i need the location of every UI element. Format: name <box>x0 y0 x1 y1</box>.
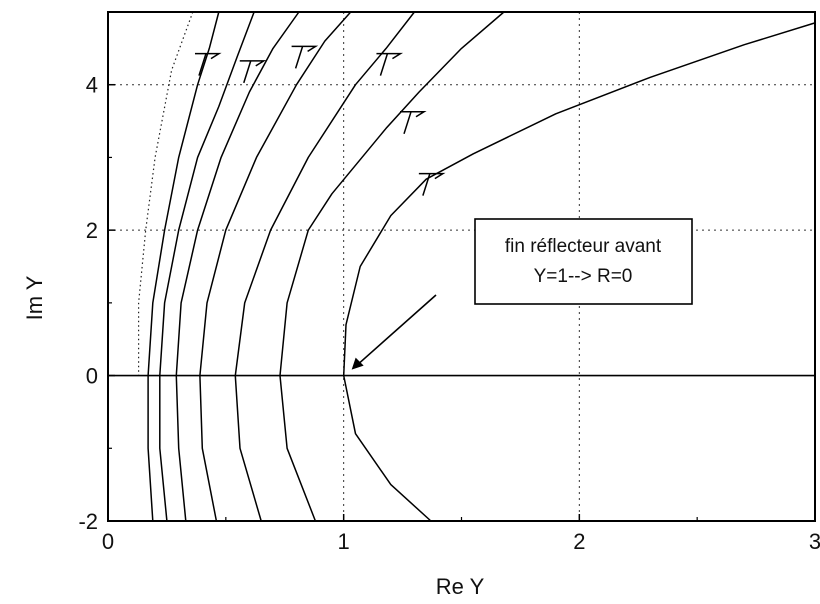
series-line-1 <box>147 11 220 522</box>
direction-marker-4 <box>376 52 404 76</box>
direction-arrow-icon <box>418 172 446 196</box>
y-tick-labels: -2 0 2 4 <box>78 73 98 534</box>
x-tick-labels: 0 1 2 3 <box>102 529 820 554</box>
series-line-3 <box>175 11 300 522</box>
annotation-arrowhead <box>351 357 364 370</box>
series-line-7 <box>342 22 816 522</box>
y-tick-label: 4 <box>86 73 98 98</box>
direction-marker-1 <box>194 52 222 76</box>
x-tick-label: 0 <box>102 529 114 554</box>
annotation-line-2: Y=1--> R=0 <box>534 266 633 287</box>
direction-arrow-icon <box>291 45 319 69</box>
y-axis-label: Im Y <box>22 275 47 320</box>
series-line-6 <box>279 11 505 522</box>
direction-arrow-icon <box>194 52 222 76</box>
series-line-5 <box>234 11 415 522</box>
annotation: fin réflecteur avant Y=1--> R=0 <box>351 218 693 370</box>
series-group <box>138 11 816 522</box>
x-axis-label: Re Y <box>436 574 485 599</box>
ticks <box>107 83 816 522</box>
direction-marker-3 <box>291 45 319 69</box>
y-tick-label: 2 <box>86 218 98 243</box>
series-line-2 <box>159 11 255 522</box>
annotation-line-1: fin réflecteur avant <box>505 236 662 257</box>
x-tick-label: 2 <box>573 529 585 554</box>
direction-marker-5 <box>400 111 427 135</box>
series-line-4 <box>199 11 352 522</box>
y-tick-label: 0 <box>86 364 98 389</box>
annotation-box <box>474 218 693 305</box>
grid <box>108 12 815 521</box>
y-tick-label: -2 <box>78 509 98 534</box>
x-tick-label: 1 <box>338 529 350 554</box>
direction-arrow-icon <box>239 60 267 84</box>
x-tick-label: 3 <box>809 529 820 554</box>
direction-arrow-icon <box>376 52 404 76</box>
direction-marker-6 <box>418 172 446 196</box>
direction-marker-2 <box>239 60 267 84</box>
direction-arrow-icon <box>400 111 427 135</box>
direction-markers <box>194 45 446 196</box>
annotation-arrow <box>357 294 437 366</box>
